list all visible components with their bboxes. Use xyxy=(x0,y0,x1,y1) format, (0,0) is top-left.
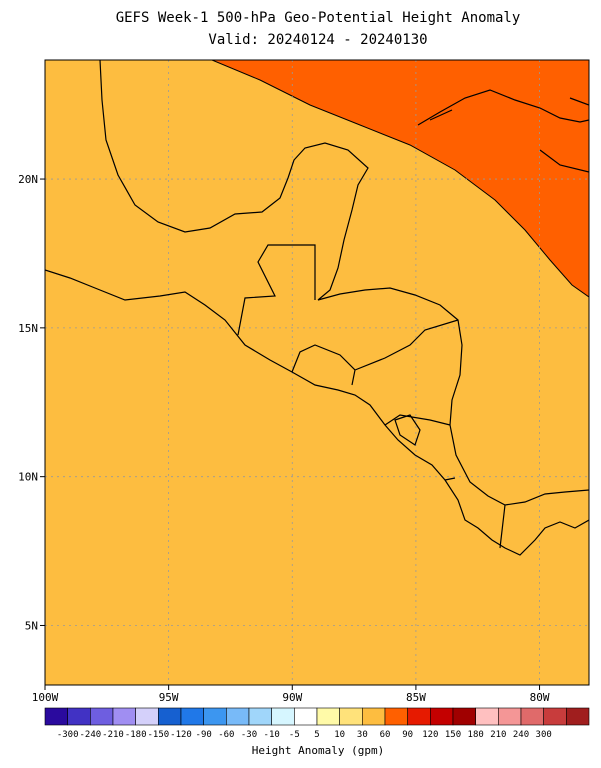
colorbar-label: 240 xyxy=(513,730,529,740)
colorbar-swatch xyxy=(271,707,295,726)
colorbar-swatch xyxy=(452,707,476,726)
lake-nicaragua xyxy=(394,414,421,446)
colorbar-label: -240 xyxy=(79,730,101,740)
colorbar-label: -180 xyxy=(125,730,147,740)
colorbar-swatch xyxy=(498,707,522,726)
colorbar-label: 300 xyxy=(536,730,552,740)
y-tick-label: 15N xyxy=(18,322,38,335)
colorbar-swatch xyxy=(67,707,91,726)
colorbar-swatch xyxy=(90,707,114,726)
colorbar-swatch xyxy=(112,707,136,726)
x-tick-label: 90W xyxy=(282,691,302,704)
colorbar-label: -120 xyxy=(170,730,192,740)
colorbar-swatch xyxy=(158,707,182,726)
title: GEFS Week-1 500-hPa Geo-Potential Height… xyxy=(116,10,521,26)
y-tick-label: 10N xyxy=(18,471,38,484)
colorbar-label: 150 xyxy=(445,730,461,740)
colorbar-swatch xyxy=(362,707,386,726)
colorbar-label: 210 xyxy=(490,730,506,740)
map-frame xyxy=(44,59,590,686)
colorbar-swatch xyxy=(430,707,454,726)
anomaly-region xyxy=(211,60,589,298)
colorbar-label: -5 xyxy=(289,730,300,740)
colorbar-swatch xyxy=(407,707,431,726)
colorbar-swatch xyxy=(294,707,318,726)
x-tick-label: 100W xyxy=(32,691,59,704)
colorbar-swatch xyxy=(180,707,204,726)
x-tick-label: 85W xyxy=(406,691,426,704)
colorbar-swatch xyxy=(566,707,590,726)
colorbar-swatch xyxy=(226,707,250,726)
colorbar-label: 90 xyxy=(402,730,413,740)
colorbar-swatch xyxy=(203,707,227,726)
colorbar-label: 60 xyxy=(380,730,391,740)
map xyxy=(45,60,589,685)
colorbar-label: -30 xyxy=(241,730,257,740)
colorbar-swatch xyxy=(44,707,68,726)
colorbar-label: -300 xyxy=(57,730,79,740)
colorbar-swatch xyxy=(135,707,159,726)
colorbar-swatch xyxy=(475,707,499,726)
colorbar-label: -90 xyxy=(196,730,212,740)
gulf-coast xyxy=(99,60,589,506)
y-tick-label: 5N xyxy=(25,619,38,632)
x-tick-label: 95W xyxy=(159,691,179,704)
colorbar-label: -210 xyxy=(102,730,124,740)
cuba xyxy=(417,89,589,173)
colorbar-label: -60 xyxy=(218,730,234,740)
colorbar-title: Height Anomaly (gpm) xyxy=(252,744,384,757)
colorbar-label: 10 xyxy=(334,730,345,740)
borders xyxy=(237,244,506,549)
colorbar-label: -10 xyxy=(264,730,280,740)
colorbar-swatch xyxy=(543,707,567,726)
colorbar-swatch xyxy=(316,707,340,726)
y-tick-label: 20N xyxy=(18,173,38,186)
colorbar-swatch xyxy=(248,707,272,726)
colorbar-swatch xyxy=(384,707,408,726)
colorbar-label: -150 xyxy=(147,730,169,740)
x-tick-label: 80W xyxy=(530,691,550,704)
subtitle: Valid: 20240124 - 20240130 xyxy=(208,32,427,48)
colorbar-label: 180 xyxy=(468,730,484,740)
colorbar-label: 120 xyxy=(422,730,438,740)
colorbar-label: 5 xyxy=(314,730,319,740)
colorbar-label: 30 xyxy=(357,730,368,740)
colorbar-swatch xyxy=(339,707,363,726)
colorbar-swatch xyxy=(520,707,544,726)
